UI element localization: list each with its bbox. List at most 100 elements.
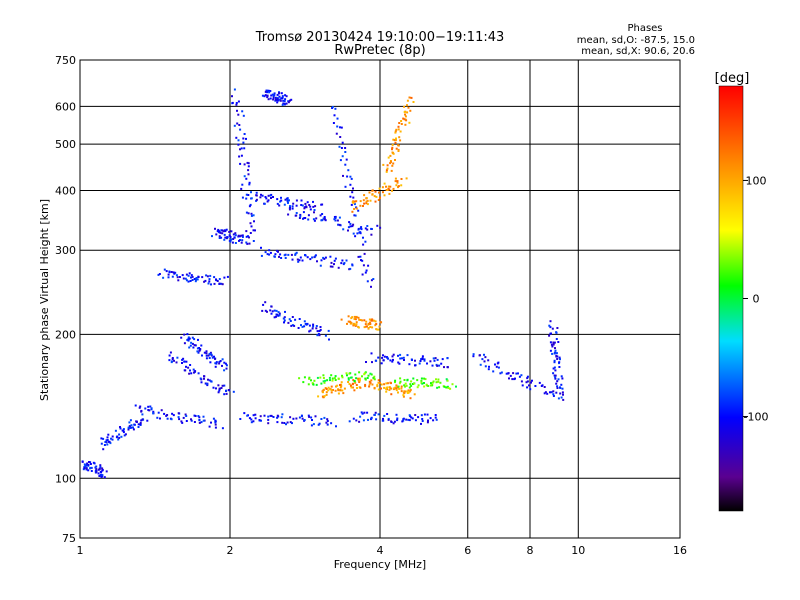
data-point (187, 274, 190, 277)
data-point (386, 164, 389, 167)
data-point (374, 320, 377, 323)
data-point (381, 356, 384, 359)
data-point (212, 417, 215, 420)
data-point (434, 416, 437, 419)
data-point (249, 203, 252, 206)
data-point (334, 257, 337, 260)
data-point (385, 388, 388, 391)
data-point (432, 357, 435, 360)
data-point (193, 278, 196, 280)
data-point (449, 387, 452, 390)
data-point (311, 419, 313, 421)
data-point (404, 115, 407, 118)
data-point (284, 94, 287, 97)
data-point (397, 150, 400, 152)
y-tick-label: 400 (55, 184, 76, 197)
data-point (430, 382, 432, 385)
data-point (227, 389, 230, 391)
data-points (81, 88, 565, 479)
data-point (553, 366, 556, 369)
data-point (360, 411, 363, 414)
data-point (240, 241, 243, 244)
data-point (239, 418, 242, 420)
data-point (529, 388, 532, 391)
data-point (427, 419, 429, 422)
data-point (221, 232, 224, 235)
data-point (372, 376, 375, 379)
data-point (322, 374, 325, 377)
data-point (556, 387, 559, 389)
data-point (231, 101, 234, 104)
data-point (223, 276, 226, 279)
data-point (378, 187, 381, 190)
data-point (89, 467, 92, 470)
data-point (359, 386, 362, 389)
data-point (283, 316, 286, 319)
data-point (435, 378, 437, 381)
data-point (107, 433, 110, 436)
data-point (357, 209, 360, 212)
data-point (283, 100, 286, 103)
data-point (223, 393, 226, 396)
data-point (402, 117, 405, 120)
data-point (334, 217, 337, 219)
data-point (441, 358, 444, 361)
data-point (331, 106, 334, 108)
data-point (394, 159, 396, 161)
data-point (385, 386, 388, 389)
data-point (273, 94, 276, 97)
data-point (412, 101, 415, 103)
data-point (241, 196, 244, 199)
data-point (364, 227, 367, 230)
data-point (365, 269, 368, 272)
data-point (129, 419, 132, 422)
data-point (235, 103, 238, 106)
data-point (371, 193, 374, 196)
data-point (400, 385, 403, 388)
data-point (554, 374, 557, 377)
data-point (272, 96, 275, 99)
data-point (385, 390, 388, 393)
data-point (339, 126, 341, 129)
data-point (367, 322, 370, 325)
data-point (106, 443, 109, 446)
data-point (512, 372, 515, 375)
data-point (552, 390, 555, 393)
data-point (287, 201, 289, 204)
data-point (171, 275, 174, 278)
data-point (181, 421, 184, 424)
data-point (330, 389, 333, 392)
data-point (352, 223, 355, 226)
data-point (382, 163, 385, 166)
data-point (390, 393, 393, 396)
data-point (344, 163, 347, 166)
data-point (206, 275, 209, 278)
data-point (308, 324, 311, 327)
data-point (500, 371, 503, 374)
data-point (327, 389, 330, 392)
data-point (250, 418, 253, 421)
data-point (455, 385, 457, 388)
data-point (391, 146, 394, 149)
data-point (549, 326, 552, 329)
data-point (345, 158, 348, 161)
data-point (353, 389, 356, 392)
data-point (309, 208, 312, 211)
data-point (507, 372, 510, 375)
data-point (223, 361, 226, 364)
data-point (203, 351, 206, 354)
y-tick-label: 600 (55, 100, 76, 113)
data-point (177, 416, 180, 419)
data-point (407, 106, 410, 109)
data-point (206, 384, 209, 387)
data-point (398, 122, 401, 124)
data-point (233, 124, 236, 127)
data-point (337, 392, 340, 395)
data-point (436, 358, 439, 361)
data-point (215, 361, 218, 364)
data-point (386, 382, 389, 385)
data-point (252, 420, 255, 423)
data-point (373, 195, 376, 198)
data-point (375, 323, 378, 325)
data-point (90, 466, 93, 469)
